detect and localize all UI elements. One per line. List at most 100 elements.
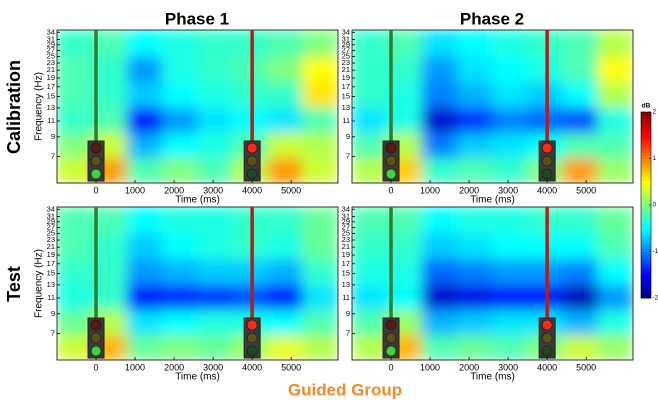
heatmap-cell xyxy=(57,207,93,234)
heatmap-cell xyxy=(126,232,163,260)
heatmap-cell xyxy=(267,309,304,336)
heatmap-cell xyxy=(597,30,633,57)
row-title: Calibration xyxy=(4,60,24,154)
colorbar-step xyxy=(641,127,651,132)
heatmap-cell xyxy=(456,258,493,285)
heatmap-cell xyxy=(267,232,304,260)
x-tick-label: 1000 xyxy=(125,362,145,372)
heatmap-cell xyxy=(302,132,338,159)
heatmap-cell xyxy=(57,309,93,336)
colorbar-step xyxy=(641,248,651,252)
traffic-light xyxy=(538,317,556,359)
heatmap-cell xyxy=(57,283,93,311)
y-tick-label: 21 xyxy=(342,65,350,74)
heatmap-cell xyxy=(421,283,458,311)
heatmap-cell xyxy=(57,232,93,260)
group-title: Guided Group xyxy=(288,380,402,399)
heatmap-cell xyxy=(232,258,269,285)
heatmap-cell xyxy=(562,232,599,260)
heatmap-cell xyxy=(126,258,163,285)
colorbar-step xyxy=(641,136,651,141)
colorbar-step xyxy=(641,279,651,283)
x-tick-label: 5000 xyxy=(576,185,596,195)
panel-frame xyxy=(56,29,339,184)
heatmap-cell xyxy=(492,232,529,260)
colorbar-step xyxy=(641,133,651,138)
heatmap-cells xyxy=(57,207,338,360)
colorbar-step xyxy=(641,217,651,221)
y-tick-label: 31 xyxy=(47,35,55,44)
colorbar-step xyxy=(641,124,651,128)
x-tick-label: 0 xyxy=(389,362,394,372)
x-tick-label: 3000 xyxy=(498,362,518,372)
heatmap-cell xyxy=(421,334,458,360)
y-tick-label: 23 xyxy=(342,58,350,67)
heatmap-cell xyxy=(302,258,338,285)
heatmap-cell xyxy=(161,334,198,360)
heatmap-cell xyxy=(267,106,304,134)
heatmap-cell xyxy=(126,55,163,83)
heatmap-cell xyxy=(562,283,599,311)
heatmap-cell xyxy=(126,30,163,57)
heatmap-cell xyxy=(232,81,269,108)
heatmap-cell xyxy=(597,81,633,108)
heatmap-cell xyxy=(562,207,599,234)
y-tick-label: 31 xyxy=(342,35,350,44)
x-tick-label: 4000 xyxy=(537,362,557,372)
x-tick-label: 2000 xyxy=(459,185,479,195)
colorbar-step xyxy=(641,242,651,246)
heatmap-cell xyxy=(302,283,338,311)
heatmap-cell xyxy=(492,207,529,234)
heatmap-cell xyxy=(421,157,458,183)
heatmap-cell xyxy=(161,30,198,57)
heatmap-cell xyxy=(161,81,198,108)
y-tick-label: 25 xyxy=(47,51,55,60)
heatmap-cell xyxy=(161,157,198,183)
heatmap-cell xyxy=(267,334,304,360)
heatmap-cell xyxy=(597,132,633,159)
heatmap-cell xyxy=(456,132,493,159)
heatmap-cell xyxy=(421,232,458,260)
y-tick-label: 15 xyxy=(342,269,350,278)
x-tick-label: 5000 xyxy=(576,362,596,372)
heatmap-cell xyxy=(492,30,529,57)
heatmap-cell xyxy=(267,132,304,159)
heatmap-cell xyxy=(597,309,633,336)
colorbar-step xyxy=(641,229,651,234)
colorbar-step xyxy=(641,257,651,262)
heatmap-cell xyxy=(197,55,234,83)
y-tick-label: 23 xyxy=(47,235,55,244)
heatmap-cell xyxy=(421,132,458,159)
x-tick-label: 1000 xyxy=(125,185,145,195)
y-tick-label: 25 xyxy=(47,228,55,237)
heatmap-cell xyxy=(492,81,529,108)
y-tick-label: 9 xyxy=(346,309,350,318)
colorbar-step xyxy=(641,294,651,299)
heatmap-cell xyxy=(161,207,198,234)
heatmap-cell xyxy=(527,30,564,57)
colorbar-step xyxy=(641,115,651,119)
heatmap-cell xyxy=(126,309,163,336)
heatmap-cell xyxy=(562,334,599,360)
panel-frame xyxy=(56,206,339,361)
x-tick-label: 0 xyxy=(94,185,99,195)
colorbar-tick-label: 2 xyxy=(653,109,657,116)
heatmap-cell xyxy=(527,232,564,260)
colorbar-step xyxy=(641,282,651,287)
y-tick-label: 17 xyxy=(342,82,350,91)
y-tick-label: 23 xyxy=(47,58,55,67)
colorbar-step xyxy=(641,198,651,203)
y-axis-label: Frequency (Hz) xyxy=(34,249,45,318)
colorbar-step xyxy=(641,192,651,197)
heatmap-cell xyxy=(456,30,493,57)
heatmap-cell xyxy=(302,81,338,108)
colorbar-step xyxy=(641,236,651,240)
y-tick-label: 21 xyxy=(342,242,350,251)
heatmap-cell xyxy=(161,106,198,134)
colorbar-step xyxy=(641,121,651,125)
heatmap-cell xyxy=(492,132,529,159)
heatmap-cell xyxy=(597,283,633,311)
colorbar-step xyxy=(641,273,651,277)
y-tick-label: 17 xyxy=(342,259,350,268)
traffic-light xyxy=(87,140,105,182)
